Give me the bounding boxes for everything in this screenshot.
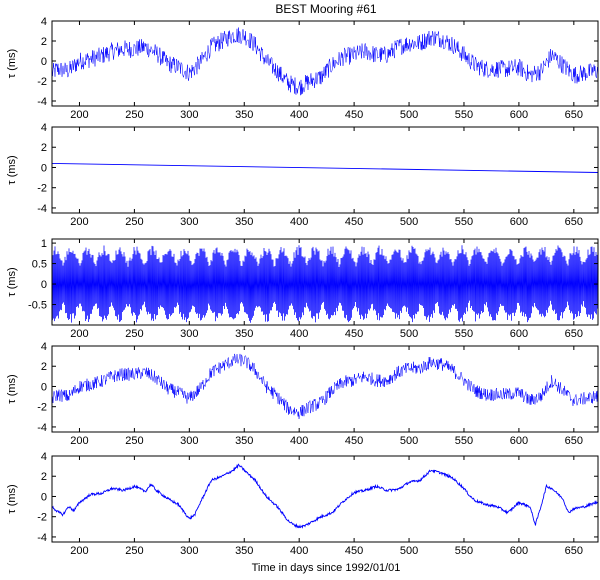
axes-box (51, 455, 599, 543)
x-tick-label: 200 (70, 435, 88, 447)
x-tick-label: 350 (235, 109, 253, 121)
y-tick-label: 0 (41, 381, 47, 393)
x-tick-label: 300 (180, 216, 198, 228)
x-tick-label: 500 (400, 545, 418, 557)
x-tick-label: 200 (70, 328, 88, 340)
x-tick-label: 600 (510, 435, 528, 447)
x-tick-label: 300 (180, 328, 198, 340)
x-tick-label: 400 (290, 435, 308, 447)
y-axis-label: τ (ms) (6, 49, 18, 78)
x-tick-label: 550 (455, 545, 473, 557)
series-line (52, 463, 598, 529)
figure-title: BEST Mooring #61 (275, 2, 376, 16)
y-tick-label: -0.5 (28, 300, 47, 312)
panel-5: 200 250 300 350 400 450 500 550 600 650 -4 -2 0 2 4 τ (… (6, 451, 599, 557)
y-axis-label: τ (ms) (6, 484, 18, 513)
x-tick-label: 400 (290, 545, 308, 557)
x-tick-label: 600 (510, 545, 528, 557)
x-tick-label: 250 (125, 545, 143, 557)
y-tick-label: 0 (41, 162, 47, 174)
x-tick-label: 300 (180, 545, 198, 557)
series-line (52, 162, 598, 173)
y-axis-label: τ (ms) (6, 155, 18, 184)
x-tick-label: 200 (70, 109, 88, 121)
x-tick-label: 450 (345, 435, 363, 447)
x-tick-label: 500 (400, 109, 418, 121)
x-tick-label: 300 (180, 435, 198, 447)
x-tick-label: 500 (400, 216, 418, 228)
y-tick-label: 4 (41, 122, 47, 134)
panel-3: 200 250 300 350 400 450 500 550 600 650 -0.5 0 0.5 1 τ… (6, 238, 599, 340)
y-axis-label: τ (ms) (6, 267, 18, 296)
x-tick-label: 400 (290, 216, 308, 228)
x-tick-label: 600 (510, 328, 528, 340)
x-tick-label: 450 (345, 109, 363, 121)
x-tick-label: 650 (565, 328, 583, 340)
x-tick-label: 650 (565, 216, 583, 228)
x-tick-label: 250 (125, 435, 143, 447)
x-tick-label: 450 (345, 328, 363, 340)
x-tick-label: 450 (345, 216, 363, 228)
x-tick-label: 550 (455, 328, 473, 340)
series-line (52, 245, 598, 323)
axes-box (51, 20, 599, 107)
y-tick-label: 0 (41, 491, 47, 503)
y-tick-label: -4 (37, 96, 47, 108)
x-tick-label: 350 (235, 545, 253, 557)
y-tick-label: -2 (37, 402, 47, 414)
x-tick-label: 450 (345, 545, 363, 557)
x-tick-label: 250 (125, 109, 143, 121)
x-axis-label: Time in days since 1992/01/01 (252, 562, 401, 574)
x-tick-label: 550 (455, 109, 473, 121)
x-tick-label: 400 (290, 109, 308, 121)
y-tick-label: -4 (37, 532, 47, 544)
x-tick-label: 500 (400, 328, 418, 340)
y-tick-label: 2 (41, 361, 47, 373)
axes-box (51, 126, 599, 214)
axes-box (51, 238, 599, 326)
x-tick-label: 550 (455, 435, 473, 447)
y-tick-label: 4 (41, 451, 47, 463)
axes-box (51, 345, 599, 433)
x-tick-label: 650 (565, 435, 583, 447)
panel-4: 200 250 300 350 400 450 500 550 600 650 -4 -2 0 2 4 τ (… (6, 341, 599, 447)
x-tick-label: 500 (400, 435, 418, 447)
y-tick-label: -2 (37, 183, 47, 195)
y-tick-label: 0.5 (32, 259, 47, 271)
x-tick-label: 650 (565, 545, 583, 557)
x-tick-label: 300 (180, 109, 198, 121)
x-tick-label: 250 (125, 328, 143, 340)
x-tick-label: 550 (455, 216, 473, 228)
y-tick-label: 0 (41, 56, 47, 68)
panel-1: 200 250 300 350 400 450 500 550 600 650 -4 -2 0 2 4 τ (… (6, 16, 599, 121)
x-tick-label: 350 (235, 435, 253, 447)
x-tick-label: 650 (565, 109, 583, 121)
x-tick-label: 400 (290, 328, 308, 340)
y-tick-label: -4 (37, 203, 47, 215)
panel-2: 200 250 300 350 400 450 500 550 600 650 -4 -2 0 2 4 τ (… (6, 122, 599, 228)
x-tick-label: 600 (510, 109, 528, 121)
x-tick-label: 200 (70, 545, 88, 557)
y-tick-label: 2 (41, 471, 47, 483)
y-tick-label: 4 (41, 16, 47, 28)
y-tick-label: 4 (41, 341, 47, 353)
x-tick-label: 200 (70, 216, 88, 228)
series-line (52, 27, 598, 96)
x-tick-label: 250 (125, 216, 143, 228)
y-tick-label: -2 (37, 76, 47, 88)
y-tick-label: 2 (41, 36, 47, 48)
y-tick-label: 0 (41, 279, 47, 291)
y-axis-label: τ (ms) (6, 374, 18, 403)
y-tick-label: -4 (37, 422, 47, 434)
y-tick-label: -2 (37, 512, 47, 524)
y-tick-label: 1 (41, 238, 47, 250)
x-tick-label: 600 (510, 216, 528, 228)
series-line (52, 353, 598, 420)
x-tick-label: 350 (235, 216, 253, 228)
y-tick-label: 2 (41, 142, 47, 154)
x-tick-label: 350 (235, 328, 253, 340)
